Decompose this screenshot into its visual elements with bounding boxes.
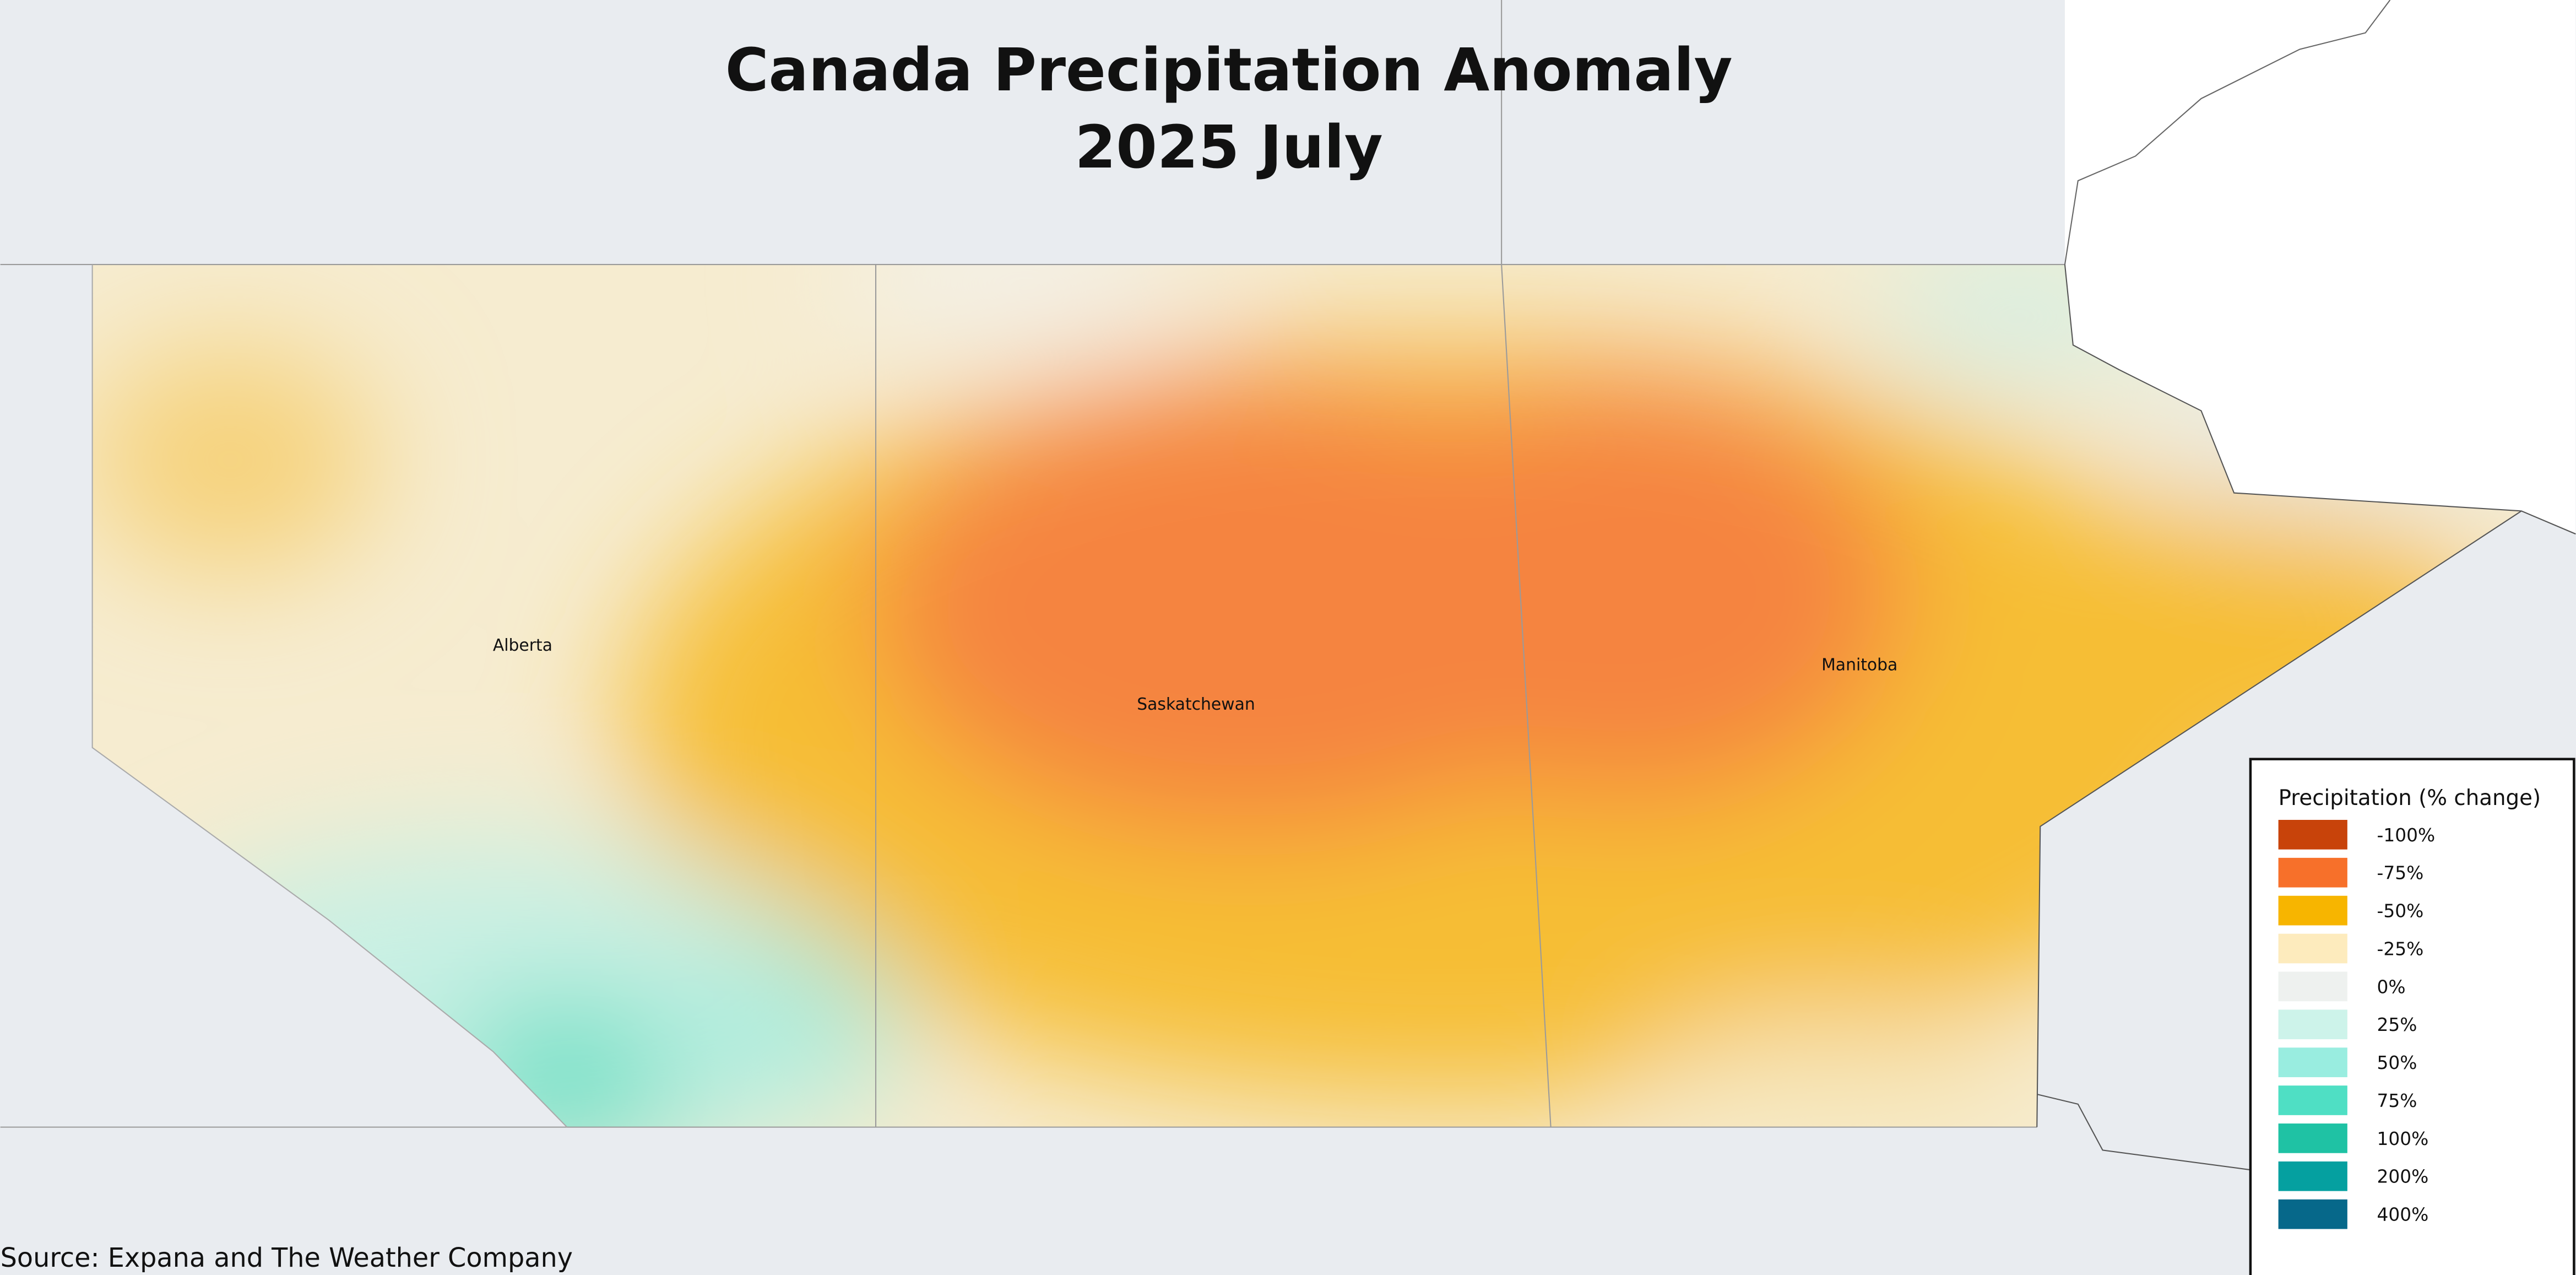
title: Canada Precipitation Anomaly bbox=[725, 36, 1733, 105]
blob bbox=[1642, 1018, 2037, 1127]
legend-swatch bbox=[2278, 971, 2347, 1002]
legend-swatch bbox=[2278, 895, 2347, 926]
border-west bbox=[91, 264, 568, 1128]
legend-swatch bbox=[2278, 1009, 2347, 1040]
legend-swatch bbox=[2278, 933, 2347, 964]
legend-label: -25% bbox=[2377, 938, 2424, 959]
legend-label: -75% bbox=[2377, 863, 2424, 884]
province-label: Saskatchewan bbox=[1137, 695, 1255, 714]
hudson-bay bbox=[2064, 0, 2576, 534]
blob bbox=[706, 936, 904, 1101]
legend-label: 25% bbox=[2377, 1014, 2417, 1035]
title: 2025 July bbox=[1075, 113, 1383, 182]
blob bbox=[838, 264, 1200, 345]
blob bbox=[92, 345, 378, 575]
legend: Precipitation (% change) -100% -75% -50% -2… bbox=[2249, 758, 2575, 1275]
legend-label: 200% bbox=[2377, 1166, 2429, 1187]
borders bbox=[0, 0, 2576, 1171]
legend-swatch bbox=[2278, 819, 2347, 850]
province-label: Alberta bbox=[493, 636, 552, 655]
legend-label: -50% bbox=[2377, 901, 2424, 922]
legend-title: Precipitation (% change) bbox=[2279, 786, 2541, 811]
legend-label: 0% bbox=[2377, 976, 2406, 997]
legend-label: 50% bbox=[2377, 1052, 2417, 1073]
legend-swatch bbox=[2278, 1047, 2347, 1077]
province-label: Manitoba bbox=[1821, 656, 1897, 675]
coastline bbox=[2036, 264, 2576, 1171]
source: Source: Expana and The Weather Company bbox=[1, 1243, 573, 1273]
legend-swatch bbox=[2278, 1199, 2347, 1229]
legend-swatch bbox=[2278, 1123, 2347, 1153]
blob bbox=[1347, 377, 1906, 806]
legend-swatch bbox=[2278, 1085, 2347, 1115]
legend-swatch bbox=[2278, 857, 2347, 888]
legend-label: 75% bbox=[2377, 1090, 2417, 1111]
legend-label: -100% bbox=[2377, 825, 2436, 846]
legend-label: 400% bbox=[2377, 1204, 2429, 1225]
legend-label: 100% bbox=[2377, 1128, 2429, 1149]
legend-swatch bbox=[2278, 1161, 2347, 1191]
province-border bbox=[0, 0, 2065, 1128]
coastline-north bbox=[2064, 0, 2391, 265]
